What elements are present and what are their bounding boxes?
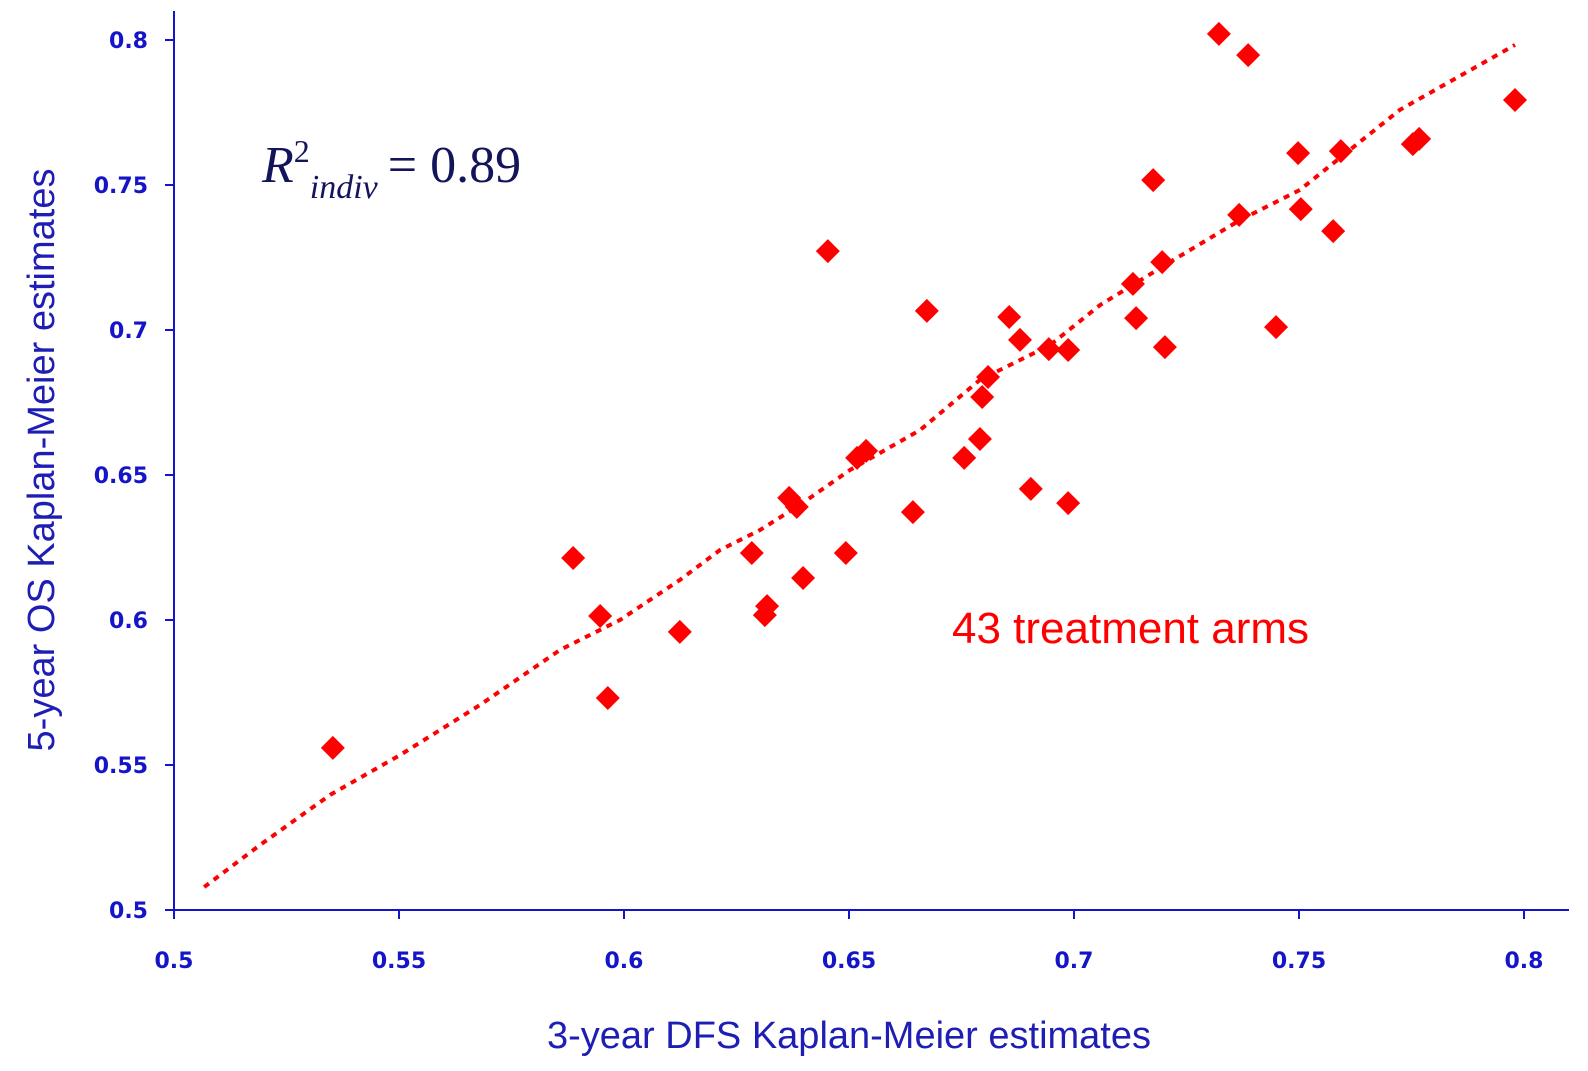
point xyxy=(320,735,345,760)
point xyxy=(791,565,816,590)
point xyxy=(1264,315,1289,340)
point xyxy=(976,364,1001,389)
point xyxy=(595,686,620,711)
point xyxy=(1286,141,1311,166)
point xyxy=(970,384,995,409)
point xyxy=(739,541,764,566)
point xyxy=(1008,327,1032,352)
point xyxy=(1321,219,1346,244)
r-subscript: indiv xyxy=(310,169,379,206)
arms-annotation: 43 treatment arms xyxy=(952,604,1309,653)
y-tick-label: 0.6 xyxy=(109,609,148,634)
point xyxy=(914,298,939,323)
point xyxy=(967,427,992,452)
x-tick-label: 0.65 xyxy=(822,949,876,974)
point xyxy=(1236,43,1261,68)
point xyxy=(1407,126,1432,151)
point xyxy=(1120,271,1145,296)
point xyxy=(1056,491,1081,516)
x-axis-title: 3-year DFS Kaplan-Meier estimates xyxy=(547,1015,1151,1057)
point xyxy=(1150,250,1175,275)
y-axis-title: 5-year OS Kaplan-Meier estimates xyxy=(21,169,63,752)
y-tick-label: 0.55 xyxy=(94,754,148,779)
point xyxy=(1056,338,1081,363)
x-tick-label: 0.6 xyxy=(605,949,644,974)
point xyxy=(833,541,858,566)
point xyxy=(1227,202,1252,227)
point xyxy=(815,239,840,264)
point xyxy=(854,438,879,463)
point xyxy=(755,594,780,619)
y-tick-label: 0.65 xyxy=(94,464,148,489)
point xyxy=(1018,476,1043,501)
point xyxy=(1141,168,1166,193)
point xyxy=(1288,197,1313,222)
point xyxy=(588,603,613,628)
y-tick-label: 0.5 xyxy=(109,899,148,924)
y-tick-label: 0.7 xyxy=(109,319,148,344)
point xyxy=(1328,139,1353,164)
r-value: = 0.89 xyxy=(388,137,521,194)
point xyxy=(997,304,1022,329)
point xyxy=(900,500,925,525)
x-tick-label: 0.5 xyxy=(155,949,194,974)
y-tick-label: 0.8 xyxy=(109,29,148,54)
point xyxy=(561,545,586,570)
r-symbol: R xyxy=(261,137,294,194)
point xyxy=(1036,337,1061,362)
x-tick-label: 0.75 xyxy=(1272,949,1326,974)
point xyxy=(1503,88,1527,113)
point xyxy=(784,494,809,519)
x-tick-label: 0.7 xyxy=(1055,949,1094,974)
x-tick-label: 0.8 xyxy=(1505,949,1544,974)
point xyxy=(1124,306,1149,331)
point xyxy=(952,445,977,470)
x-tick-label: 0.55 xyxy=(372,949,426,974)
y-tick-label: 0.75 xyxy=(94,174,148,199)
point xyxy=(667,619,692,644)
point xyxy=(1152,335,1177,360)
r-squared-annotation: R2indiv = 0.89 xyxy=(261,133,521,206)
r-superscript: 2 xyxy=(294,133,310,169)
point xyxy=(1206,21,1231,46)
